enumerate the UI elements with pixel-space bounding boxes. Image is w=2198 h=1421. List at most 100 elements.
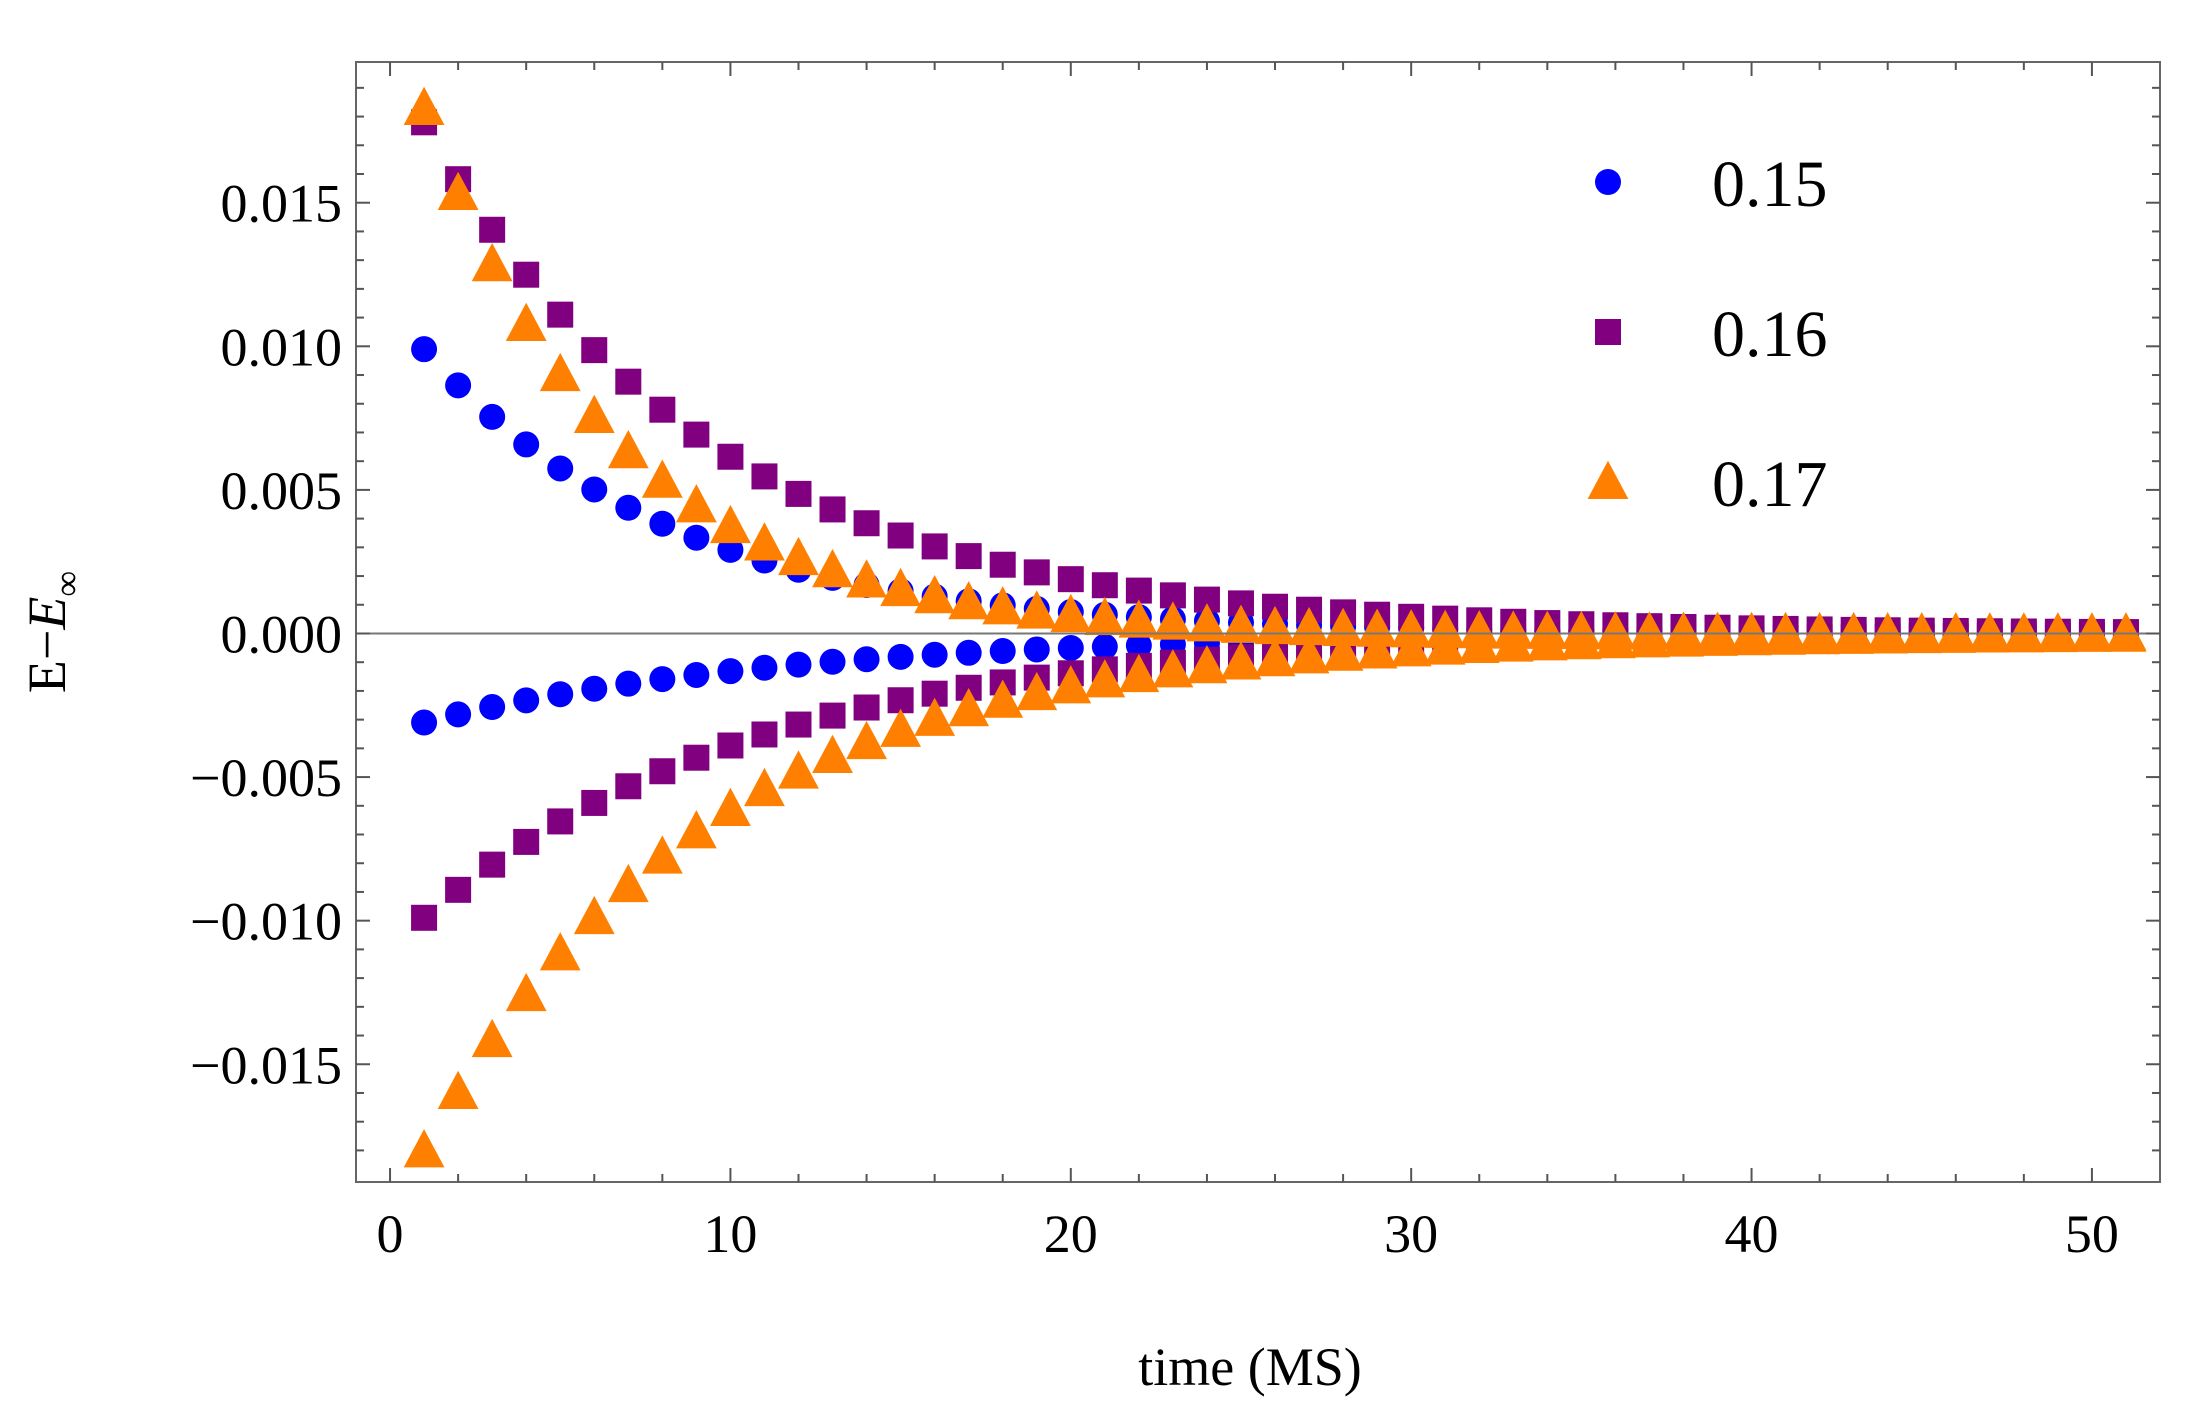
- data-point: [641, 459, 683, 498]
- data-point: [1254, 605, 1296, 645]
- data-point: [751, 654, 778, 681]
- tick-labels: 0 10 20 30 40 50 −0.015 −0.010 −0.005 0.000 0.005 0…: [190, 174, 2119, 1264]
- data-point: [615, 368, 642, 395]
- y-axis-label-italic: E: [17, 597, 77, 631]
- data-point: [717, 443, 744, 470]
- data-point: [989, 638, 1016, 665]
- legend-marker: [1595, 169, 1621, 195]
- x-axis-label: time (MS): [1138, 1337, 1362, 1397]
- y-axis-label: E−E∞: [17, 571, 87, 693]
- data-point: [649, 510, 676, 537]
- data-point: [1023, 559, 1050, 586]
- data-point: [445, 372, 472, 399]
- x-tick-label: 50: [2065, 1204, 2119, 1264]
- series-0.17: [403, 86, 2147, 1168]
- y-axis-label-subscript: ∞: [47, 571, 87, 597]
- data-point: [812, 734, 853, 773]
- data-point: [1050, 593, 1092, 633]
- data-point: [513, 687, 540, 714]
- data-point: [581, 476, 608, 503]
- data-point: [1356, 630, 1398, 669]
- data-point: [505, 302, 547, 341]
- data-point: [1084, 659, 1126, 698]
- x-tick-label: 0: [377, 1204, 404, 1264]
- y-tick-label: 0.005: [221, 461, 343, 521]
- data-point: [1629, 619, 1670, 658]
- legend-label: 0.17: [1712, 448, 1828, 521]
- data-point: [471, 243, 513, 282]
- data-point: [955, 639, 982, 666]
- data-point: [887, 643, 914, 670]
- y-tick-label: −0.005: [190, 748, 342, 808]
- data-point: [819, 648, 846, 675]
- data-point: [1288, 635, 1330, 674]
- data-point: [717, 536, 744, 563]
- data-point: [1016, 671, 1058, 711]
- plot-frame-border: [355, 61, 2161, 1183]
- data-point: [539, 352, 581, 392]
- data-point: [1288, 606, 1330, 646]
- data-point: [1833, 615, 1875, 654]
- data-point: [812, 549, 853, 588]
- data-point: [717, 658, 744, 685]
- data-point: [1526, 622, 1568, 661]
- data-point: [581, 337, 608, 364]
- data-point: [1023, 636, 1050, 663]
- data-point: [1663, 618, 1704, 657]
- data-point: [547, 808, 574, 835]
- data-point: [1084, 596, 1126, 636]
- y-axis-label-main: E−: [17, 630, 77, 693]
- data-point: [778, 750, 819, 789]
- data-point: [846, 559, 887, 598]
- data-point: [479, 851, 506, 878]
- data-point: [880, 708, 922, 747]
- data-point: [573, 895, 615, 935]
- data-point: [1356, 608, 1398, 647]
- plot-frame: [355, 61, 2161, 1183]
- data-point: [649, 666, 676, 693]
- data-point: [513, 828, 540, 855]
- x-tick-label: 40: [1725, 1204, 1779, 1264]
- data-point: [437, 1070, 479, 1109]
- data-point: [982, 586, 1024, 625]
- data-point: [615, 670, 642, 697]
- data-point: [411, 709, 438, 736]
- data-point: [581, 675, 608, 702]
- x-tick-label: 20: [1044, 1204, 1098, 1264]
- data-point: [581, 789, 608, 816]
- data-point: [1322, 632, 1364, 671]
- data-point: [1186, 644, 1228, 684]
- data-point: [853, 694, 880, 721]
- data-point: [403, 1129, 445, 1168]
- data-point: [982, 679, 1024, 718]
- data-point: [1492, 623, 1534, 662]
- data-point: [914, 697, 956, 736]
- data-point: [675, 810, 717, 849]
- data-point: [1458, 624, 1500, 664]
- data-point: [921, 641, 948, 668]
- data-point: [914, 575, 956, 614]
- data-point: [607, 863, 649, 903]
- data-point: [887, 522, 914, 549]
- data-point: [751, 721, 778, 748]
- data-point: [778, 536, 819, 576]
- y-tick-label: 0.000: [221, 604, 343, 664]
- data-point: [1091, 633, 1118, 660]
- data-point: [513, 261, 540, 288]
- data-point: [649, 396, 676, 423]
- y-tick-label: −0.010: [190, 892, 342, 952]
- data-point: [513, 431, 540, 458]
- data-point: [948, 581, 990, 620]
- data-point: [683, 661, 710, 688]
- data-point: [1731, 617, 1772, 656]
- data-point: [1594, 619, 1636, 659]
- data-point: [1424, 626, 1466, 665]
- data-point: [1799, 616, 1841, 655]
- data-point: [615, 494, 642, 521]
- data-point: [607, 429, 649, 469]
- data-point: [615, 773, 642, 800]
- data-point: [1220, 604, 1262, 643]
- data-point: [1186, 603, 1228, 642]
- data-point: [547, 455, 574, 482]
